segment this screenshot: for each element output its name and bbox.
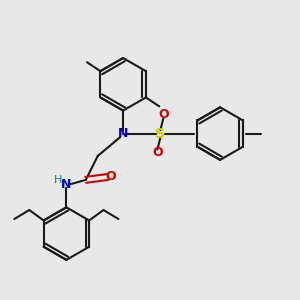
Text: O: O bbox=[152, 146, 163, 160]
Text: O: O bbox=[158, 108, 169, 121]
Text: H: H bbox=[54, 175, 62, 185]
Text: S: S bbox=[155, 127, 166, 141]
Text: N: N bbox=[118, 127, 128, 140]
Text: N: N bbox=[61, 178, 72, 191]
Text: O: O bbox=[106, 170, 116, 183]
